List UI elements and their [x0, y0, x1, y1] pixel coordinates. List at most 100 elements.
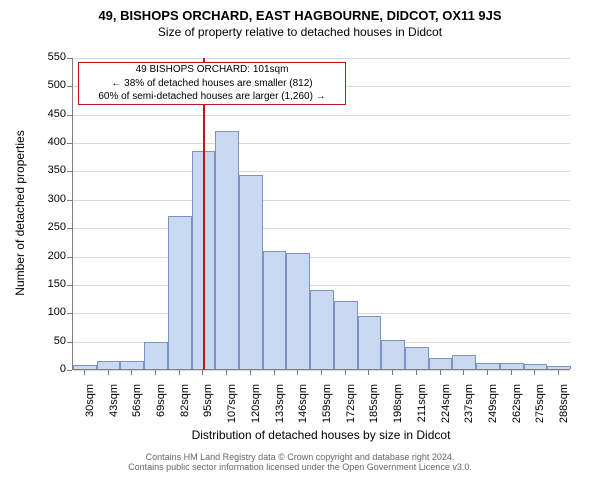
bar	[215, 131, 239, 369]
footer-attribution: Contains HM Land Registry data © Crown c…	[0, 452, 600, 472]
x-tick-label: 198sqm	[392, 384, 404, 432]
x-tick-mark	[345, 370, 346, 375]
y-tick-mark	[67, 115, 72, 116]
x-tick-mark	[321, 370, 322, 375]
x-tick-label: 211sqm	[416, 384, 428, 432]
y-tick-mark	[67, 342, 72, 343]
x-tick-mark	[511, 370, 512, 375]
y-tick-mark	[67, 285, 72, 286]
y-tick-label: 300	[32, 193, 66, 205]
x-tick-mark	[274, 370, 275, 375]
y-tick-mark	[67, 370, 72, 371]
bar	[144, 342, 168, 369]
bar	[429, 358, 453, 369]
bar	[524, 364, 548, 369]
x-tick-label: 288sqm	[558, 384, 570, 432]
y-tick-label: 450	[32, 108, 66, 120]
x-tick-label: 43sqm	[108, 384, 120, 432]
y-tick-mark	[67, 143, 72, 144]
x-tick-mark	[297, 370, 298, 375]
bar	[263, 251, 287, 369]
y-axis-label: Number of detached properties	[13, 57, 27, 369]
x-tick-mark	[440, 370, 441, 375]
y-tick-mark	[67, 200, 72, 201]
x-tick-mark	[155, 370, 156, 375]
x-tick-mark	[392, 370, 393, 375]
y-tick-label: 100	[32, 306, 66, 318]
x-tick-label: 172sqm	[345, 384, 357, 432]
y-tick-label: 0	[32, 363, 66, 375]
x-tick-mark	[84, 370, 85, 375]
x-tick-label: 146sqm	[297, 384, 309, 432]
y-tick-label: 400	[32, 136, 66, 148]
y-tick-label: 350	[32, 164, 66, 176]
x-tick-label: 237sqm	[463, 384, 475, 432]
annotation-line: ← 38% of detached houses are smaller (81…	[79, 77, 345, 91]
gridline	[73, 200, 570, 201]
bar	[334, 301, 358, 369]
x-tick-mark	[463, 370, 464, 375]
x-tick-mark	[368, 370, 369, 375]
gridline	[73, 171, 570, 172]
x-tick-label: 133sqm	[274, 384, 286, 432]
y-tick-mark	[67, 58, 72, 59]
y-tick-mark	[67, 228, 72, 229]
x-tick-mark	[558, 370, 559, 375]
y-tick-mark	[67, 257, 72, 258]
bar	[73, 365, 97, 369]
x-tick-label: 262sqm	[511, 384, 523, 432]
annotation-line: 60% of semi-detached houses are larger (…	[79, 90, 345, 104]
gridline	[73, 58, 570, 59]
bar	[310, 290, 334, 369]
x-tick-label: 185sqm	[368, 384, 380, 432]
bar	[405, 347, 429, 369]
x-tick-label: 107sqm	[226, 384, 238, 432]
x-tick-mark	[226, 370, 227, 375]
x-tick-mark	[179, 370, 180, 375]
annotation-box: 49 BISHOPS ORCHARD: 101sqm← 38% of detac…	[78, 62, 346, 105]
y-tick-mark	[67, 313, 72, 314]
x-tick-label: 120sqm	[250, 384, 262, 432]
bar	[452, 355, 476, 369]
x-tick-label: 95sqm	[202, 384, 214, 432]
x-tick-label: 249sqm	[487, 384, 499, 432]
bar	[547, 366, 571, 369]
y-tick-label: 200	[32, 250, 66, 262]
y-tick-mark	[67, 86, 72, 87]
bar	[500, 363, 524, 369]
gridline	[73, 228, 570, 229]
y-tick-label: 50	[32, 335, 66, 347]
y-tick-label: 550	[32, 51, 66, 63]
x-tick-mark	[534, 370, 535, 375]
y-tick-label: 250	[32, 221, 66, 233]
x-tick-label: 30sqm	[84, 384, 96, 432]
page-subtitle: Size of property relative to detached ho…	[0, 23, 600, 39]
page-title: 49, BISHOPS ORCHARD, EAST HAGBOURNE, DID…	[0, 0, 600, 23]
chart-plot-area	[72, 58, 570, 370]
gridline	[73, 143, 570, 144]
x-tick-label: 82sqm	[179, 384, 191, 432]
x-tick-label: 224sqm	[440, 384, 452, 432]
footer-line-1: Contains HM Land Registry data © Crown c…	[0, 452, 600, 462]
x-tick-label: 159sqm	[321, 384, 333, 432]
bar	[286, 253, 310, 369]
bar	[239, 175, 263, 369]
bar	[168, 216, 192, 369]
bar	[120, 361, 144, 370]
x-tick-label: 56sqm	[131, 384, 143, 432]
bar	[97, 361, 121, 370]
gridline	[73, 115, 570, 116]
x-tick-mark	[250, 370, 251, 375]
x-tick-mark	[487, 370, 488, 375]
x-tick-mark	[202, 370, 203, 375]
y-tick-mark	[67, 171, 72, 172]
bar	[358, 316, 382, 369]
gridline	[73, 257, 570, 258]
y-tick-label: 150	[32, 278, 66, 290]
x-tick-mark	[416, 370, 417, 375]
bar	[476, 363, 500, 369]
y-tick-label: 500	[32, 79, 66, 91]
x-tick-mark	[131, 370, 132, 375]
footer-line-2: Contains public sector information licen…	[0, 462, 600, 472]
marker-line	[203, 58, 205, 370]
